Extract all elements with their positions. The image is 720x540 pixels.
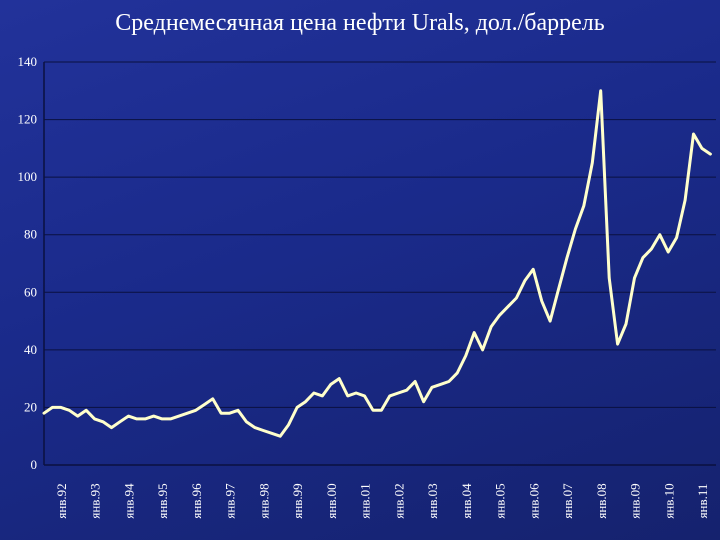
- x-tick-label: янв.95: [155, 483, 170, 518]
- x-tick-label: янв.96: [189, 483, 204, 519]
- x-tick-label: янв.00: [324, 483, 339, 518]
- y-tick-label: 120: [18, 112, 38, 127]
- y-tick-label: 0: [31, 457, 38, 472]
- y-tick-label: 140: [18, 54, 38, 69]
- x-tick-label: янв.08: [594, 483, 609, 518]
- x-tick-label: янв.04: [459, 483, 474, 519]
- x-tick-label: янв.10: [661, 483, 676, 518]
- y-tick-label: 60: [24, 284, 37, 299]
- x-tick-label: янв.11: [695, 484, 710, 519]
- gridlines: [44, 61, 716, 466]
- y-tick-label: 20: [24, 399, 37, 414]
- x-tick-labels: янв.92 янв.93 янв.94 янв.95 янв.96 янв.97 янв.…: [54, 483, 710, 519]
- y-tick-label: 40: [24, 342, 37, 357]
- x-tick-label: янв.97: [223, 483, 238, 519]
- chart-title: Среднемесячная цена нефти Urals, дол./ба…: [115, 10, 605, 36]
- x-tick-label: янв.03: [425, 483, 440, 518]
- x-tick-label: янв.07: [560, 483, 575, 519]
- x-tick-label: янв.06: [526, 483, 541, 519]
- x-tick-label: янв.93: [88, 483, 103, 518]
- x-tick-label: янв.05: [493, 483, 508, 518]
- x-tick-label: янв.98: [256, 483, 271, 518]
- y-tick-label: 80: [24, 227, 37, 242]
- x-tick-label: янв.02: [391, 483, 406, 518]
- y-tick-label: 100: [18, 169, 38, 184]
- y-tick-labels: 0 20 40 60 80 100 120 140: [18, 54, 38, 472]
- x-tick-label: янв.99: [290, 483, 305, 518]
- x-tick-label: янв.94: [121, 483, 136, 519]
- x-tick-label: янв.09: [628, 483, 643, 518]
- x-tick-label: янв.01: [358, 483, 373, 518]
- urals-price-line: [42, 89, 712, 438]
- x-tick-label: янв.92: [54, 483, 69, 518]
